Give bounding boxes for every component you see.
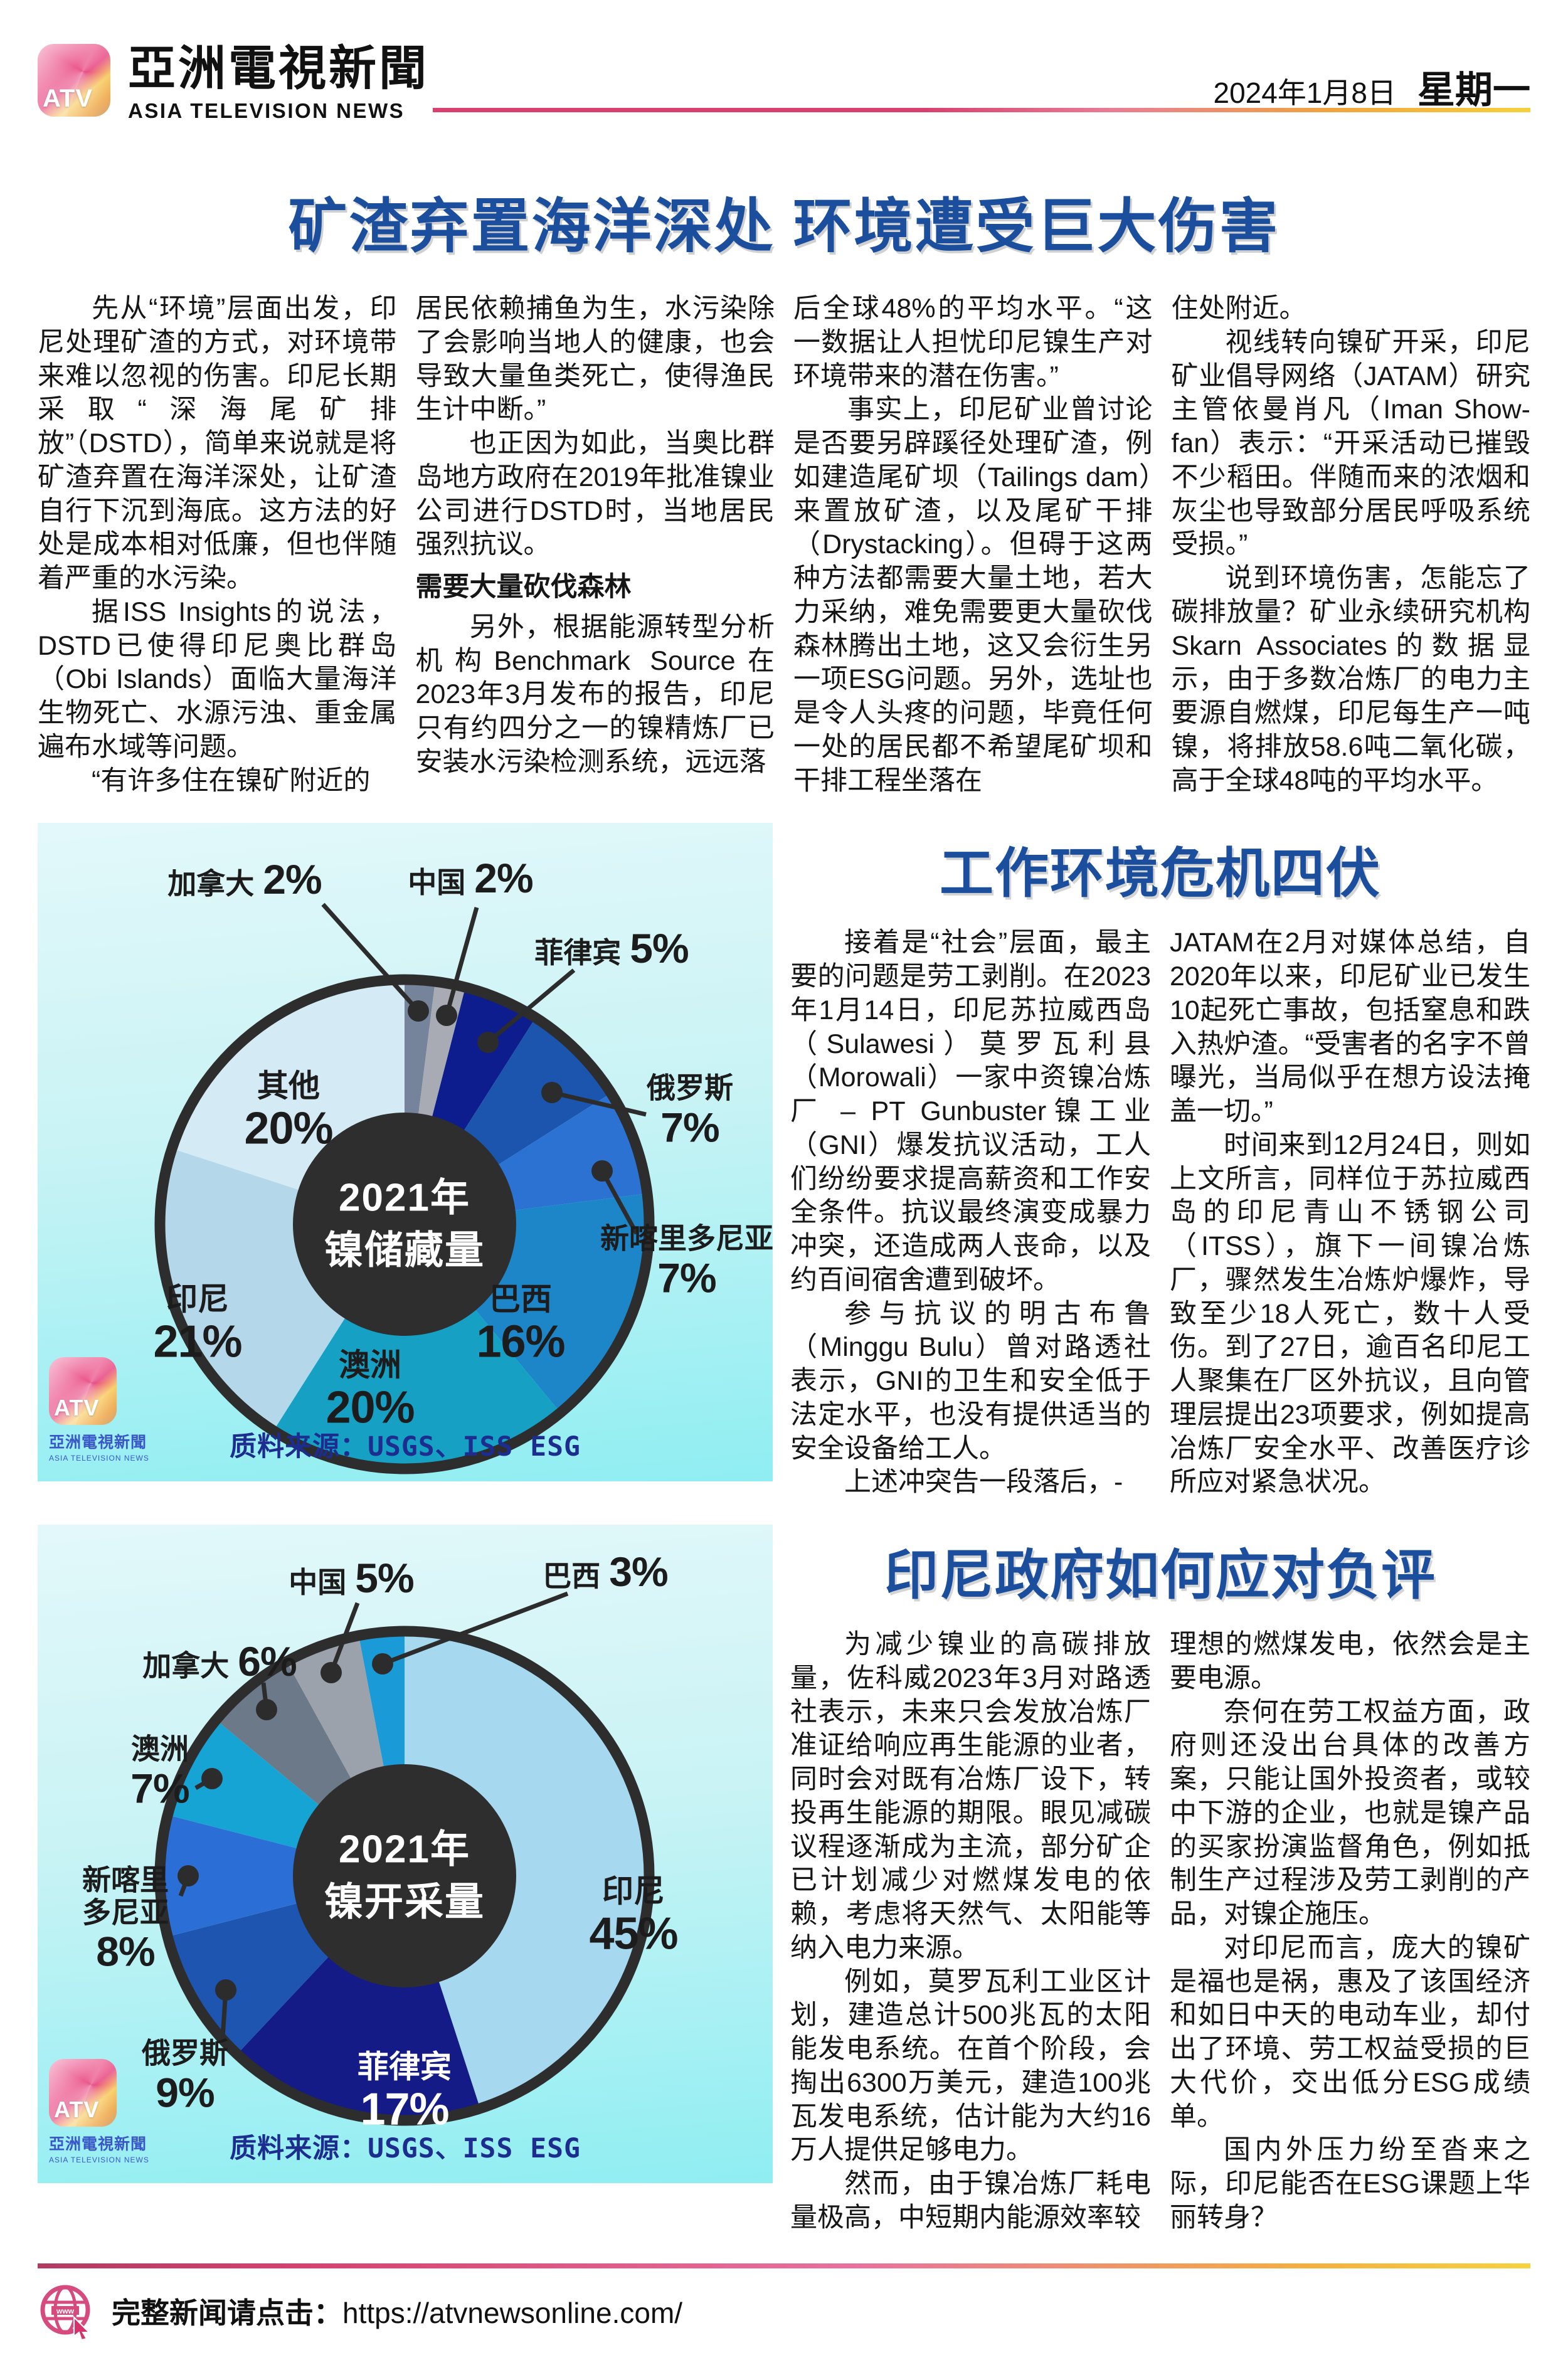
- pie-label-others: 其他 20%: [244, 1068, 333, 1154]
- pie-slice: [160, 1815, 405, 1937]
- panel-logo-caption-en: ASIA TELEVISION NEWS: [49, 1454, 149, 1463]
- svg-text:www: www: [56, 2307, 75, 2315]
- pie-label-brazil: 巴西 16%: [476, 1281, 565, 1367]
- pie-label-china: 中国 2%: [408, 855, 533, 902]
- article-paragraph: 另外，根据能源转型分析机构Benchmark Source在2023年3月发布的…: [415, 611, 775, 777]
- article-paragraph: 据ISS Insights的说法，DSTD已使得印尼奥比群岛（Obi Islan…: [38, 596, 397, 762]
- bottom-row: 中国 5% 巴西 3% 加拿大 6% 澳洲 7% 新喀里 多尼亚 8% 俄罗斯 9% 菲律宾 1…: [38, 1525, 1530, 2235]
- article-paragraph: 后全球48%的平均水平。“这一数据让人担忧印尼镍生产对环境带来的潜在伤害。”: [793, 294, 1153, 391]
- brand-text: 亞洲電視新聞 ASIA TELEVISION NEWS: [128, 44, 429, 123]
- atv-logo: ATV: [38, 44, 110, 117]
- article-paragraph: 先从“环境”层面出发，印尼处理矿渣的方式，对环境带来难以忽视的伤害。印尼长期采取…: [38, 294, 397, 593]
- article-paragraph: JATAM在2月对媒体总结，自2020年以来，印尼矿业已发生10起死亡事故，包括…: [1170, 928, 1530, 1126]
- middle-row: 加拿大 2% 中国 2% 菲律宾 5% 俄罗斯 7% 新喀里多尼亚 7% 巴西 16% 澳洲…: [38, 823, 1530, 1500]
- section-government-response: 印尼政府如何应对负评 为减少镍业的高碳排放量，佐科威2023年3月对路透社表示，…: [790, 1525, 1530, 2235]
- pie-label-philippines: 菲律宾 17%: [358, 2049, 452, 2135]
- article-paragraph: 居民依赖捕鱼为生，水污染除了会影响当地人的健康，也会导致大量鱼类死亡，使得渔民生…: [415, 294, 775, 425]
- atv-logo-text: ATV: [43, 85, 93, 112]
- pie-label-russia: 俄罗斯 7%: [647, 1071, 733, 1151]
- article-paragraph: “有许多住在镍矿附近的: [92, 765, 371, 796]
- pie-center-title: 2021年 镍储藏量: [324, 1176, 485, 1272]
- section-work-environment: 工作环境危机四伏 接着是“社会”层面，最主要的问题是劳工剥削。在2023年1月1…: [790, 823, 1530, 1500]
- masthead: ATV 亞洲電視新聞 ASIA TELEVISION NEWS 2024年1月8…: [0, 0, 1568, 144]
- pie-slice: [273, 1224, 561, 1469]
- nickel-reserves-infographic: 加拿大 2% 中国 2% 菲律宾 5% 俄罗斯 7% 新喀里多尼亚 7% 巴西 16% 澳洲…: [38, 823, 773, 1482]
- pie-label-brazil: 巴西 3%: [543, 1548, 668, 1595]
- article-paragraph: 为减少镍业的高碳排放量，佐科威2023年3月对路透社表示，未来只会发放冶炼厂准证…: [790, 1629, 1151, 1963]
- section3-column-2: 理想的燃煤发电，依然会是主要电源。 奈何在劳工权益方面，政府则还没出台具体的改善…: [1170, 1628, 1530, 2235]
- article-paragraph: 说到环境伤害，怎能忘了碳排放量？矿业永续研究机构Skarn Associates…: [1171, 563, 1531, 796]
- panel-logo: ATV 亞洲電視新聞 ASIA TELEVISION NEWS: [49, 2059, 168, 2164]
- pie-label-indonesia: 印尼 45%: [589, 1873, 678, 1959]
- article-paragraph: 接着是“社会”层面，最主要的问题是劳工剥削。在2023年1月14日，印尼苏拉威西…: [790, 928, 1151, 1295]
- panel-logo: ATV 亞洲電視新聞 ASIA TELEVISION NEWS: [49, 1357, 168, 1463]
- pie-label-canada: 加拿大 6%: [142, 1638, 297, 1685]
- sub-headline: 需要大量砍伐森林: [415, 572, 632, 602]
- section2-column-2: JATAM在2月对媒体总结，自2020年以来，印尼矿业已发生10起死亡事故，包括…: [1170, 926, 1530, 1500]
- pie-slice: [405, 1631, 650, 2108]
- weekday-text: 星期一: [1417, 69, 1530, 111]
- chart-source: 质料来源：USGS、ISS ESG: [230, 2133, 581, 2164]
- pie-label-philippines: 菲律宾 5%: [534, 925, 689, 972]
- section2-column-1: 接着是“社会”层面，最主要的问题是劳工剥削。在2023年1月14日，印尼苏拉威西…: [790, 926, 1151, 1500]
- article-paragraph: 参与抗议的明古布鲁（Minggu Bulu）曾对路透社表示，GNI的卫生和安全低…: [790, 1298, 1151, 1464]
- brand: ATV 亞洲電視新聞 ASIA TELEVISION NEWS: [38, 44, 1530, 123]
- brand-name-english: ASIA TELEVISION NEWS: [128, 98, 405, 122]
- article-paragraph: 然而，由于镍冶炼厂耗电量极高，中短期内能源效率较: [790, 2169, 1151, 2233]
- pie-label-new-caledonia: 新喀里 多尼亚 8%: [82, 1863, 169, 1975]
- pie-label-russia: 俄罗斯 9%: [142, 2036, 228, 2115]
- article-paragraph: 时间来到12月24日，则如上文所言，同样位于苏拉威西岛的印尼青山不锈钢公司（IT…: [1170, 1130, 1530, 1498]
- brand-name-chinese: 亞洲電視新聞: [128, 42, 429, 95]
- section3-column-1: 为减少镍业的高碳排放量，佐科威2023年3月对路透社表示，未来只会发放冶炼厂准证…: [790, 1628, 1151, 2235]
- article-paragraph: 例如，莫罗瓦利工业区计划，建造总计500兆瓦的太阳能发电系统。在首个阶段，会掏出…: [790, 1966, 1151, 2166]
- panel-logo-caption-cn: 亞洲電視新聞: [49, 1434, 147, 1452]
- article-paragraph: 事实上，印尼矿业曾讨论是否要另辟蹊径处理矿渣，例如建造尾矿坝（Tailings …: [793, 394, 1153, 796]
- article-column-1: 先从“环境”层面出发，印尼处理矿渣的方式，对环境带来难以忽视的伤害。印尼长期采取…: [38, 292, 397, 798]
- article-paragraph: 视线转向镍矿开采，印尼矿业倡导网络（JATAM）研究主管依曼肖凡（Iman Sh…: [1171, 327, 1531, 560]
- article-columns: 先从“环境”层面出发，印尼处理矿渣的方式，对环境带来难以忽视的伤害。印尼长期采取…: [38, 292, 1530, 798]
- article-column-3: 后全球48%的平均水平。“这一数据让人担忧印尼镍生产对环境带来的潜在伤害。” 事…: [793, 292, 1153, 798]
- nickel-mining-pie-chart: [154, 1591, 655, 2126]
- footer-rule: [38, 2263, 1530, 2268]
- article-paragraph: 奈何在劳工权益方面，政府则还没出台具体的改善方案，只能让国外投资者，或较中下游的…: [1170, 1696, 1530, 1930]
- issue-date: 2024年1月8日 星期一: [1214, 60, 1531, 114]
- pie-center-title: 2021年 镍开采量: [324, 1828, 485, 1923]
- chart-source: 质料来源：USGS、ISS ESG: [230, 1431, 581, 1463]
- article-column-4: 住处附近。 视线转向镍矿开采，印尼矿业倡导网络（JATAM）研究主管依曼肖凡（I…: [1172, 292, 1531, 798]
- pie-connectors: [177, 1591, 569, 2038]
- pie-label-new-caledonia: 新喀里多尼亚 7%: [600, 1222, 773, 1301]
- atv-logo: ATV: [49, 2059, 117, 2127]
- panel-logo-caption-en: ASIA TELEVISION NEWS: [49, 2156, 149, 2164]
- footer: www 完整新闻请点击：https://atvnewsonline.com/: [38, 2263, 1530, 2365]
- article-paragraph: 国内外压力纷至沓来之际，印尼能否在ESG课题上华丽转身？: [1170, 2135, 1530, 2233]
- nickel-reserves-pie-chart: [154, 902, 655, 1474]
- header-rule: [433, 108, 1530, 112]
- article-paragraph: 对印尼而言，庞大的镍矿是福也是祸，惠及了该国经济和如日中天的电动车业，却付出了环…: [1170, 1932, 1530, 2132]
- article-column-2: 居民依赖捕鱼为生，水污染除了会影响当地人的健康，也会导致大量鱼类死亡，使得渔民生…: [416, 292, 775, 798]
- date-text: 2024年1月8日: [1213, 77, 1397, 109]
- pie-label-australia: 澳洲 20%: [326, 1347, 415, 1433]
- pie-label-australia: 澳洲 7%: [130, 1732, 189, 1811]
- footer-url-link[interactable]: https://atvnewsonline.com/: [342, 2296, 683, 2329]
- article-paragraph: 也正因为如此，当奥比群岛地方政府在2019年批准镍业公司进行DSTD时，当地居民…: [415, 428, 775, 560]
- main-headline: 矿渣弃置海洋深处 环境遭受巨大伤害: [288, 193, 1280, 259]
- nickel-mining-infographic: 中国 5% 巴西 3% 加拿大 6% 澳洲 7% 新喀里 多尼亚 8% 俄罗斯 9% 菲律宾 1…: [38, 1525, 773, 2183]
- article-paragraph: 住处附近。: [1171, 294, 1306, 324]
- pie-label-indonesia: 印尼 21%: [153, 1281, 242, 1367]
- atv-logo: ATV: [49, 1357, 117, 1426]
- panel-logo-caption-cn: 亞洲電視新聞: [49, 2135, 147, 2153]
- article-paragraph: 上述冲突告一段落后，-: [844, 1467, 1123, 1498]
- section-headline: 印尼政府如何应对负评: [884, 1545, 1436, 1606]
- section-headline: 工作环境危机四伏: [940, 844, 1381, 904]
- pie-label-china: 中国 5%: [289, 1555, 414, 1601]
- pie-label-canada: 加拿大 2%: [167, 856, 322, 903]
- globe-www-icon: www: [40, 2285, 91, 2340]
- article-paragraph: 理想的燃煤发电，依然会是主要电源。: [1170, 1629, 1530, 1693]
- footer-label: 完整新闻请点击：: [112, 2296, 342, 2329]
- pie-connectors: [321, 902, 647, 1235]
